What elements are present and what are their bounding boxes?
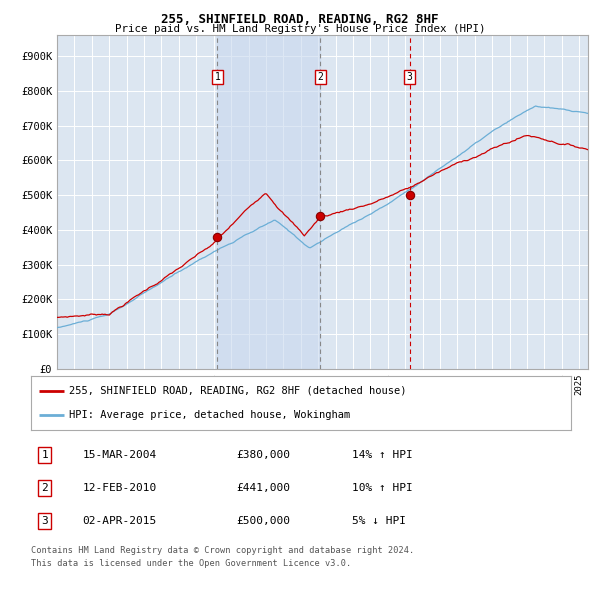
Text: 15-MAR-2004: 15-MAR-2004: [83, 450, 157, 460]
Text: 2: 2: [317, 72, 323, 82]
Bar: [217, 35, 320, 369]
Text: 12-FEB-2010: 12-FEB-2010: [83, 483, 157, 493]
Text: This data is licensed under the Open Government Licence v3.0.: This data is licensed under the Open Gov…: [31, 559, 352, 568]
Text: 2: 2: [41, 483, 48, 493]
Text: £380,000: £380,000: [236, 450, 290, 460]
Text: 14% ↑ HPI: 14% ↑ HPI: [353, 450, 413, 460]
Text: 1: 1: [41, 450, 48, 460]
Text: Price paid vs. HM Land Registry's House Price Index (HPI): Price paid vs. HM Land Registry's House …: [115, 24, 485, 34]
Text: £441,000: £441,000: [236, 483, 290, 493]
Text: 3: 3: [41, 516, 48, 526]
Text: 255, SHINFIELD ROAD, READING, RG2 8HF: 255, SHINFIELD ROAD, READING, RG2 8HF: [161, 13, 439, 26]
Text: 3: 3: [407, 72, 412, 82]
Text: HPI: Average price, detached house, Wokingham: HPI: Average price, detached house, Woki…: [69, 410, 350, 420]
Text: 02-APR-2015: 02-APR-2015: [83, 516, 157, 526]
Text: 1: 1: [214, 72, 220, 82]
Text: £500,000: £500,000: [236, 516, 290, 526]
Text: 255, SHINFIELD ROAD, READING, RG2 8HF (detached house): 255, SHINFIELD ROAD, READING, RG2 8HF (d…: [69, 386, 407, 396]
Text: 10% ↑ HPI: 10% ↑ HPI: [353, 483, 413, 493]
Text: 5% ↓ HPI: 5% ↓ HPI: [353, 516, 407, 526]
Text: Contains HM Land Registry data © Crown copyright and database right 2024.: Contains HM Land Registry data © Crown c…: [31, 546, 415, 555]
